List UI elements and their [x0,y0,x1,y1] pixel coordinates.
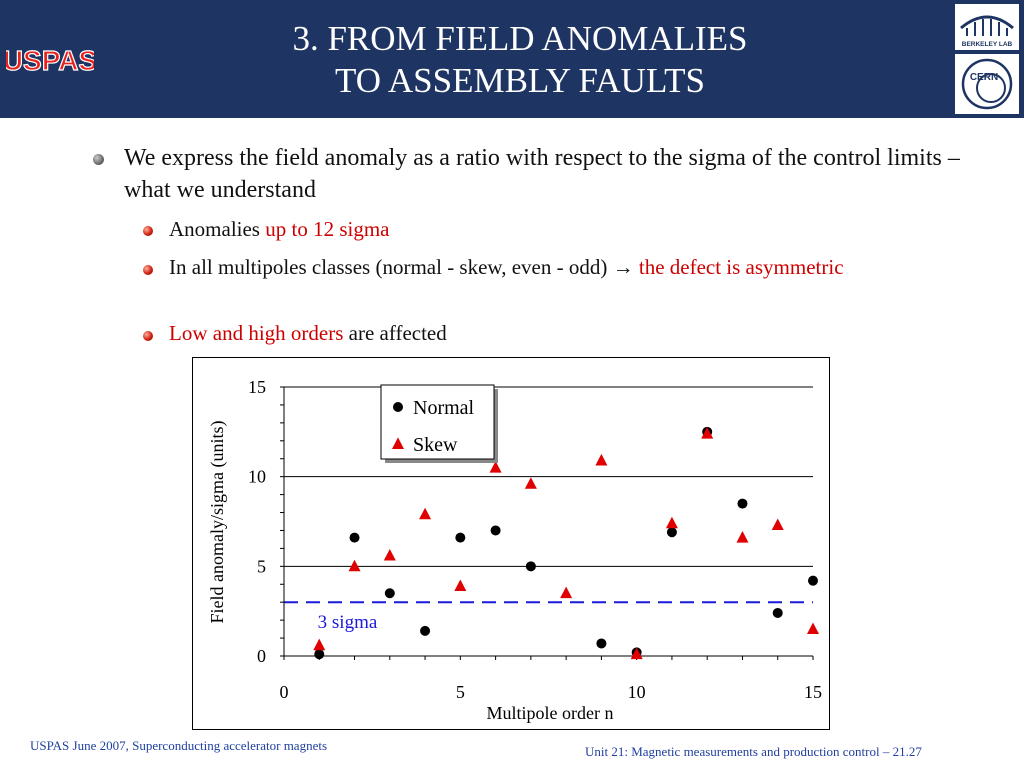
x-tick-label: 10 [628,682,646,702]
legend-label-normal: Normal [413,397,475,419]
skew-point [771,518,784,531]
legend-label-skew: Skew [413,434,458,456]
sub-bullet-multipoles: In all multipoles classes (normal - skew… [169,252,969,282]
berkeley-lab-logo-text: BERKELEY LAB [962,41,1013,48]
normal-point [737,498,748,509]
normal-point [490,525,501,536]
page-title-line2: TO ASSEMBLY FAULTS [335,61,705,100]
page-title: 3. FROM FIELD ANOMALIES TO ASSEMBLY FAUL… [140,18,900,102]
normal-point [666,527,677,538]
sub-bullet-anomalies-prefix: Anomalies [169,217,266,241]
uspas-logo-text: USPAS [6,45,94,76]
skew-point [313,638,326,651]
skew-point [383,548,396,561]
bullet-main: We express the field anomaly as a ratio … [124,145,960,203]
skew-point [630,647,643,660]
sub-bullet-anomalies: Anomalies up to 12 sigma [169,214,969,244]
footer-left: USPAS June 2007, Superconducting acceler… [30,738,328,753]
skew-point [454,579,467,592]
y-tick-label: 0 [257,646,266,666]
normal-point [808,575,818,586]
normal-point [384,588,395,599]
normal-point [596,638,607,649]
scatter-chart: 3 sigma 0 5 10 15 0 5 10 15 Normal Skew Multipol… [207,377,822,723]
skew-point [560,586,573,599]
normal-point [455,532,466,543]
sub-bullet-dot-icon [143,331,153,341]
right-arrow-icon: → [612,255,634,279]
skew-point [524,477,537,489]
bullet-dot-icon [93,154,104,165]
chart-axes [283,387,813,657]
reference-line-label: 3 sigma [318,612,378,633]
skew-point [419,507,432,520]
chart-grid [284,386,813,567]
sub-bullet-dot-icon [143,226,153,236]
x-tick-label: 5 [456,682,465,702]
skew-point [348,559,361,572]
normal-legend-marker [393,402,403,412]
normal-point [525,561,536,572]
skew-point [807,622,819,635]
title-bar: USPAS 3. FROM FIELD ANOMALIES TO ASSEMBL… [0,0,1024,118]
sub-bullet-anomalies-highlight: up to 12 sigma [265,217,390,241]
y-tick-label: 5 [257,556,266,576]
skew-point [595,453,608,466]
skew-point [736,531,749,543]
y-tick-label: 10 [248,467,266,487]
cern-logo: CERN [955,54,1019,114]
normal-point [772,607,783,618]
y-tick-label: 15 [248,377,266,397]
skew-point [701,427,714,439]
x-axis-label: Multipole order n [487,703,614,723]
skew-point [489,461,502,473]
normal-point [420,625,431,636]
reference-line-group: 3 sigma [284,601,813,633]
x-tick-label: 0 [280,682,289,702]
x-tick-label: 15 [804,682,822,702]
sub-bullet-orders-suffix: are affected [343,321,447,345]
normal-point [314,649,325,660]
cern-logo-text: CERN [970,72,998,83]
chart-points [313,426,819,660]
chart-container: 3 sigma 0 5 10 15 0 5 10 15 Normal Skew Multipol… [192,357,830,730]
sub-bullet-orders: Low and high orders are affected [169,318,969,348]
y-axis-label: Field anomaly/sigma (units) [207,421,228,624]
sub-bullet-orders-highlight: Low and high orders [169,321,344,345]
berkeley-lab-logo: BERKELEY LAB [955,4,1019,50]
chart-ticks: 0 5 10 15 0 5 10 15 [248,377,822,702]
skew-legend-marker [392,437,404,449]
chart-legend: Normal Skew [380,384,498,463]
footer-right: Unit 21: Magnetic measurements and produ… [585,744,922,759]
sub-bullet-multipoles-highlight: the defect is asymmetric [633,255,844,279]
uspas-logo: USPAS [6,8,94,112]
skew-point [665,516,678,529]
normal-point [349,532,360,543]
sub-bullet-multipoles-prefix: In all multipoles classes (normal - skew… [169,255,613,279]
page-title-line1: 3. FROM FIELD ANOMALIES [292,19,748,58]
sub-bullet-dot-icon [143,265,153,275]
